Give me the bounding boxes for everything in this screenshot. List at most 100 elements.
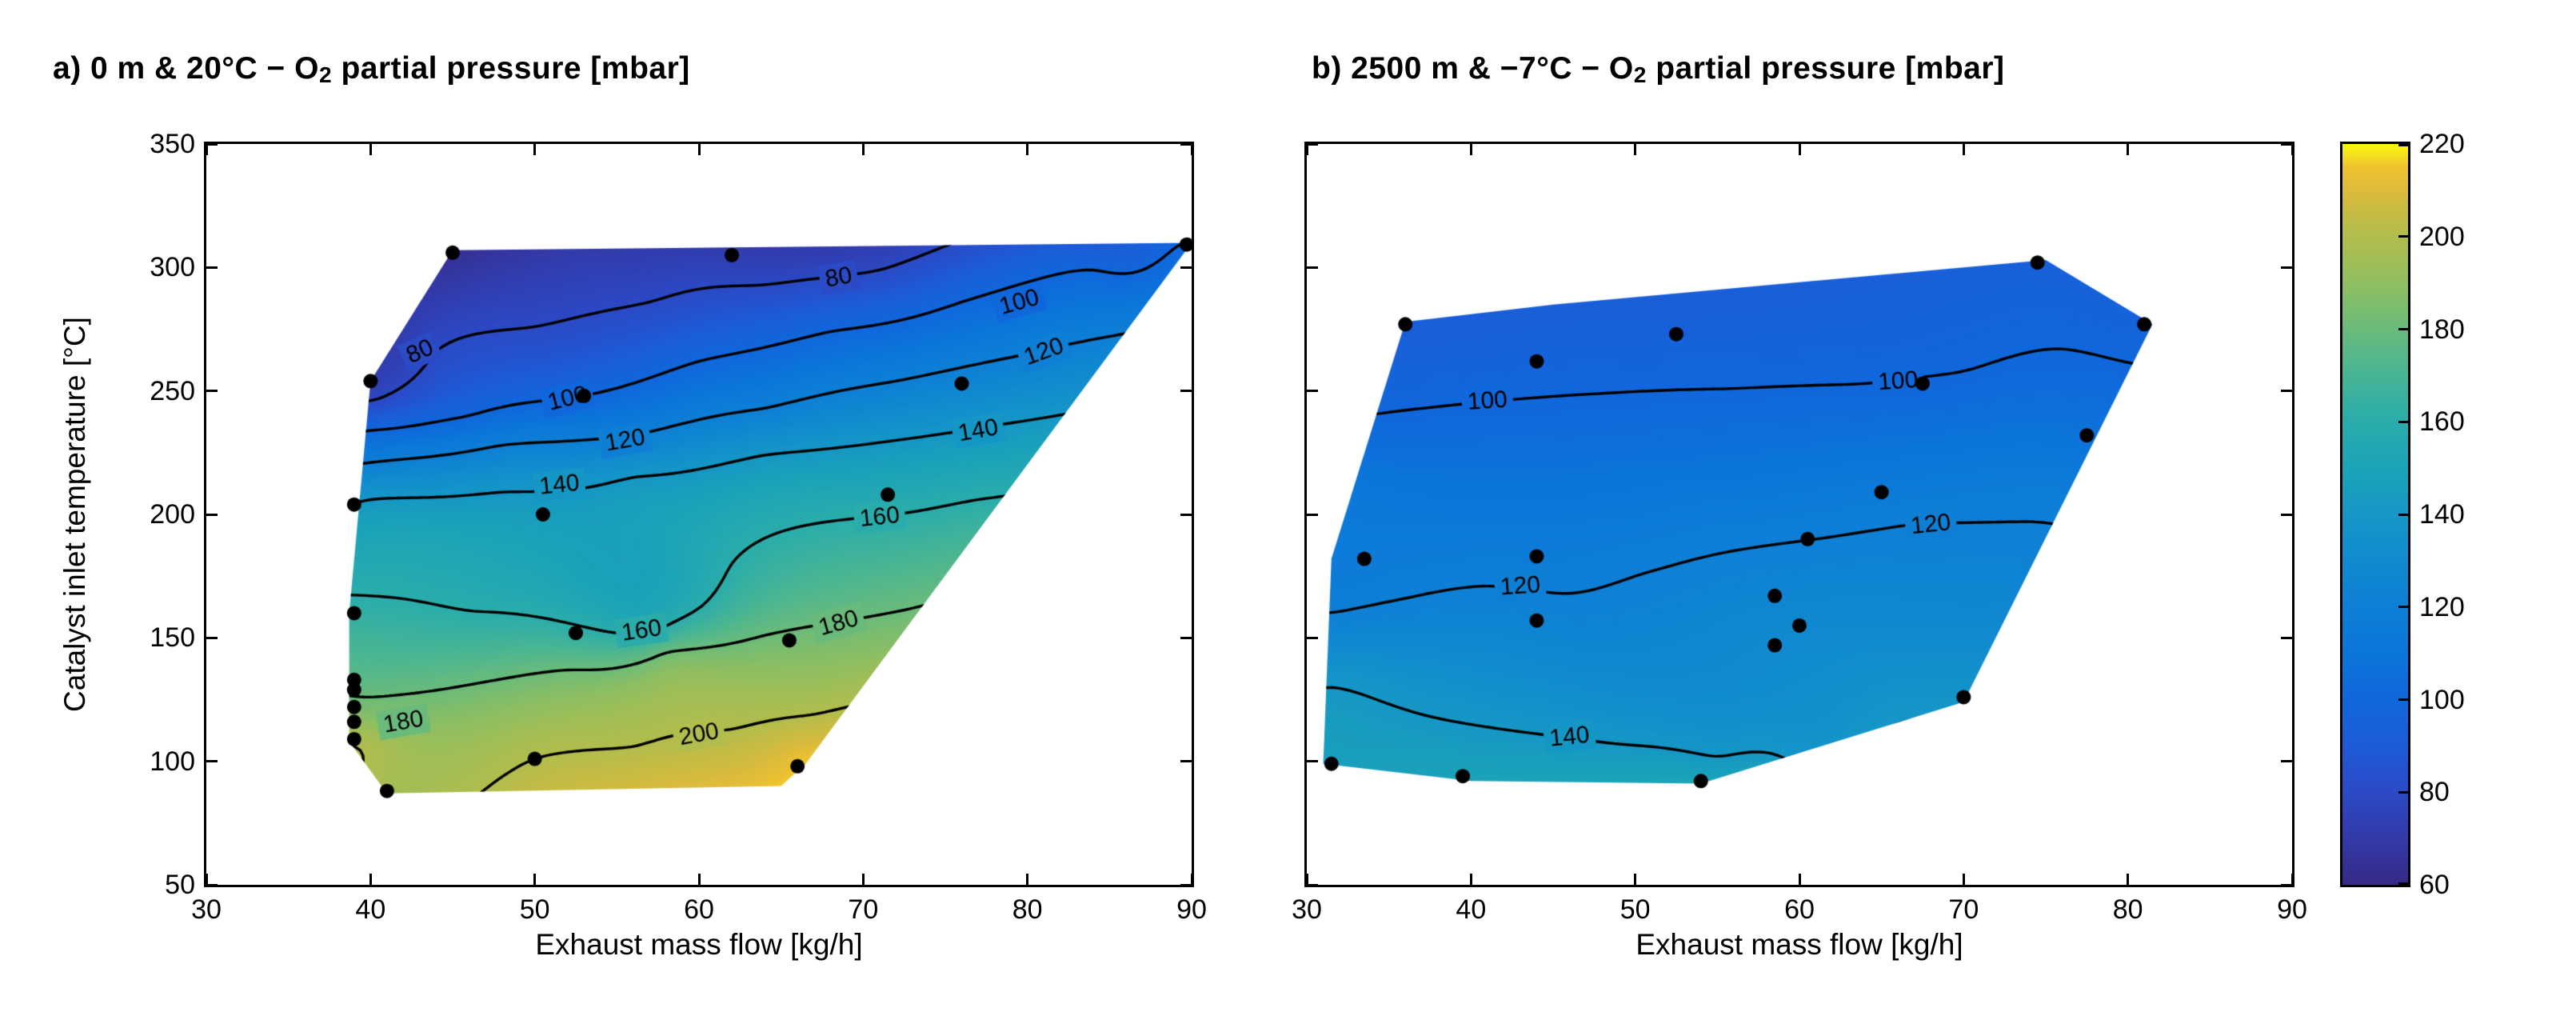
y-tick-label: 100 — [150, 746, 195, 777]
y-tick-mark — [206, 142, 218, 146]
x-tick-label: 60 — [1784, 894, 1815, 925]
x-tick-mark — [205, 144, 208, 155]
x-tick-mark — [369, 144, 372, 155]
colorbar-tick-mark — [2398, 328, 2408, 330]
y-tick-mark — [1307, 513, 1318, 516]
x-tick-label: 50 — [1619, 894, 1651, 925]
x-tick-mark — [1798, 874, 1801, 885]
colorbar-tick-label: 220 — [2419, 129, 2465, 159]
x-tick-label: 90 — [1176, 894, 1207, 925]
colorbar-tick-mark — [2398, 882, 2408, 885]
x-tick-label: 70 — [1948, 894, 1979, 925]
y-tick-mark — [206, 390, 218, 393]
x-tick-label: 60 — [684, 894, 714, 925]
colorbar-tick-mark — [2398, 606, 2408, 609]
y-tick-mark — [1180, 266, 1192, 269]
y-tick-mark — [2281, 390, 2292, 393]
x-tick-label: 40 — [355, 894, 386, 925]
x-tick-mark — [2290, 874, 2294, 885]
y-tick-mark — [2281, 513, 2292, 516]
plot-a-x-axis-label: Exhaust mass flow [kg/h] — [535, 928, 863, 961]
x-tick-mark — [205, 874, 208, 885]
y-tick-mark — [2281, 142, 2292, 146]
colorbar-tick-label: 180 — [2419, 314, 2465, 345]
y-tick-label: 250 — [150, 375, 195, 406]
x-tick-mark — [697, 144, 701, 155]
x-tick-label: 80 — [1012, 894, 1043, 925]
plot-b-contour-canvas — [1307, 144, 2292, 885]
colorbar-tick-mark — [2398, 698, 2408, 701]
y-tick-mark — [2281, 883, 2292, 886]
y-tick-mark — [1307, 636, 1318, 639]
y-tick-label: 200 — [150, 499, 195, 530]
x-tick-label: 30 — [191, 894, 222, 925]
colorbar-tick-mark — [2398, 420, 2408, 423]
x-tick-mark — [2290, 144, 2294, 155]
x-tick-mark — [1190, 874, 1193, 885]
colorbar-tick-label: 140 — [2419, 499, 2465, 530]
x-tick-label: 30 — [1292, 894, 1322, 925]
x-tick-label: 90 — [2277, 894, 2307, 925]
x-tick-mark — [1962, 874, 1965, 885]
colorbar-gradient — [2342, 144, 2408, 885]
y-tick-mark — [206, 883, 218, 886]
colorbar-tick-mark — [2398, 513, 2408, 516]
plot-b-x-axis-label: Exhaust mass flow [kg/h] — [1635, 928, 1963, 961]
y-tick-mark — [1307, 390, 1318, 393]
colorbar-tick-label: 120 — [2419, 591, 2465, 622]
y-tick-label: 300 — [150, 252, 195, 283]
x-tick-mark — [1634, 874, 1637, 885]
y-tick-mark — [2281, 266, 2292, 269]
y-tick-mark — [1180, 142, 1192, 146]
x-tick-mark — [2127, 874, 2130, 885]
y-tick-mark — [2281, 760, 2292, 763]
x-tick-mark — [1026, 874, 1029, 885]
x-tick-mark — [369, 874, 372, 885]
x-tick-mark — [861, 144, 865, 155]
y-tick-mark — [2281, 636, 2292, 639]
y-tick-mark — [206, 266, 218, 269]
plot-a-contour-canvas — [206, 144, 1192, 885]
plot-b-title-subscript: 2 — [1633, 62, 1647, 88]
x-tick-label: 40 — [1456, 894, 1487, 925]
y-tick-mark — [1180, 883, 1192, 886]
y-tick-mark — [206, 760, 218, 763]
y-tick-label: 50 — [165, 870, 195, 900]
x-tick-label: 50 — [519, 894, 550, 925]
plot-b-axes — [1304, 142, 2294, 887]
plot-a-title: a) 0 m & 20°C − O2 partial pressure [mba… — [53, 51, 690, 88]
colorbar-tick-mark — [2398, 144, 2408, 146]
x-tick-mark — [1962, 144, 1965, 155]
colorbar-tick-mark — [2398, 235, 2408, 238]
x-tick-mark — [697, 874, 701, 885]
y-tick-mark — [1180, 760, 1192, 763]
y-tick-mark — [1307, 760, 1318, 763]
colorbar-tick-label: 100 — [2419, 684, 2465, 715]
y-tick-mark — [1180, 390, 1192, 393]
x-tick-mark — [861, 874, 865, 885]
y-tick-label: 150 — [150, 622, 195, 654]
x-tick-mark — [1305, 144, 1308, 155]
y-tick-mark — [206, 636, 218, 639]
plot-a-title-text: a) 0 m & 20°C − O — [53, 51, 319, 86]
y-tick-mark — [1307, 883, 1318, 886]
y-tick-mark — [1180, 513, 1192, 516]
x-tick-mark — [2127, 144, 2130, 155]
colorbar-tick-label: 60 — [2419, 870, 2450, 900]
x-tick-mark — [1469, 874, 1472, 885]
x-tick-label: 70 — [848, 894, 879, 925]
colorbar-tick-label: 200 — [2419, 221, 2465, 252]
plot-b-title-suffix: partial pressure [mbar] — [1646, 51, 2005, 86]
x-tick-mark — [533, 874, 537, 885]
y-tick-mark — [1307, 266, 1318, 269]
y-tick-mark — [1307, 142, 1318, 146]
colorbar-tick-label: 80 — [2419, 777, 2450, 808]
plot-a-title-suffix: partial pressure [mbar] — [332, 51, 690, 86]
colorbar-tick-label: 160 — [2419, 406, 2465, 438]
y-tick-label: 350 — [150, 129, 195, 159]
y-tick-mark — [206, 513, 218, 516]
y-tick-mark — [1180, 636, 1192, 639]
x-tick-mark — [1469, 144, 1472, 155]
x-tick-mark — [1190, 144, 1193, 155]
